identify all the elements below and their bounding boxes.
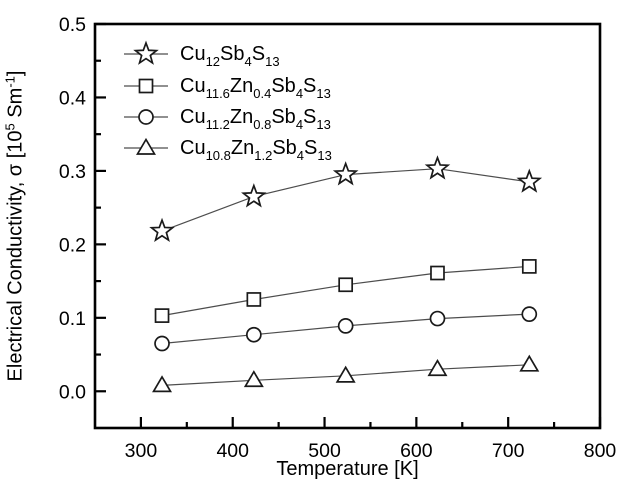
legend-label: Cu11.2Zn0.8Sb4S13 [180,105,331,132]
y-tick-label: 0.4 [59,87,86,109]
legend-marker-triangle [124,137,168,155]
star-marker [149,217,175,243]
triangle-marker [136,137,156,155]
circle-marker [138,109,154,125]
triangle-marker [243,370,264,388]
legend-marker-star [124,40,168,65]
x-tick-label: 600 [400,440,433,462]
series-Cu10.8Zn1.2Sb4S13 [152,354,540,393]
x-tick-label: 300 [125,440,158,462]
circle-marker [429,310,446,327]
series-Cu11.2Zn0.8Sb4S13 [154,306,538,352]
circle-marker [521,306,538,322]
x-tick-label: 500 [308,440,341,462]
star-marker [133,40,159,65]
star-marker [332,161,359,186]
circle-marker [154,335,170,352]
legend-marker-square [124,78,168,94]
y-tick-label: 0.1 [59,308,86,330]
legend-marker-circle [124,109,168,125]
x-axis-label: Temperature [K] [276,458,419,480]
square-marker [246,292,262,307]
legend-item-Cu11.2Zn0.8Sb4S13: Cu11.2Zn0.8Sb4S13 [120,102,331,132]
legend-item-Cu11.6Zn0.4Sb4S13: Cu11.6Zn0.4Sb4S13 [120,71,331,101]
triangle-marker [427,359,448,377]
x-tick-label: 800 [584,440,617,462]
legend-item-Cu10.8Zn1.2Sb4S13: Cu10.8Zn1.2Sb4S13 [120,133,332,163]
square-marker [138,78,154,94]
star-marker [424,155,451,180]
series-Cu12Sb4S13 [149,155,543,243]
legend-label: Cu12Sb4S13 [180,42,280,69]
series-Cu11.6Zn0.4Sb4S13 [154,259,537,323]
y-tick-label: 0.2 [59,234,86,256]
x-tick-label: 700 [492,440,525,462]
star-marker [516,168,543,193]
triangle-marker [335,365,356,383]
y-tick-label: 0.3 [59,161,86,183]
y-tick-label: 0.5 [59,14,86,36]
triangle-marker [152,375,173,393]
triangle-marker [519,354,540,372]
legend-label: Cu11.6Zn0.4Sb4S13 [180,74,331,101]
y-tick-label: 0.0 [59,381,86,403]
y-axis-label: Electrical Conductivity, σ [105 Sm-1] [2,70,27,382]
square-marker [338,277,354,293]
star-marker [241,183,267,208]
x-tick-label: 400 [216,440,249,462]
plot-frame [93,22,602,430]
circle-marker [337,318,354,334]
square-marker [430,265,445,281]
legend-label: Cu10.8Zn1.2Sb4S13 [180,136,332,163]
square-marker [521,259,537,274]
square-marker [154,308,170,323]
circle-marker [245,326,262,343]
legend-item-Cu12Sb4S13: Cu12Sb4S13 [120,39,280,69]
